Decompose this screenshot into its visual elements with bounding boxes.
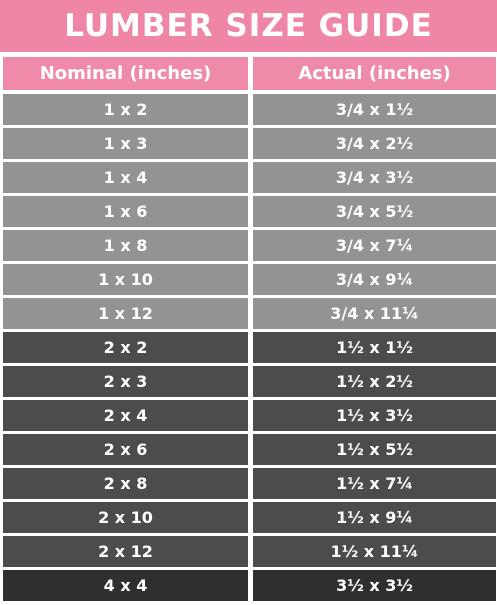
table-cell: 2 x 2 [3, 332, 248, 363]
table-cell: 2 x 10 [3, 502, 248, 533]
table-cell: 1 x 10 [3, 264, 248, 295]
table-cell: 1½ x 3½ [253, 400, 496, 431]
table-cell: 1½ x 9¼ [253, 502, 496, 533]
table-cell: 2 x 8 [3, 468, 248, 499]
table-cell: 3/4 x 1½ [253, 94, 496, 125]
table-cell: 1 x 8 [3, 230, 248, 261]
table-cell: 2 x 6 [3, 434, 248, 465]
table-cell: 3/4 x 9¼ [253, 264, 496, 295]
table-cell: 2 x 4 [3, 400, 248, 431]
table-cell: 3/4 x 3½ [253, 162, 496, 193]
table-cell: 2 x 3 [3, 366, 248, 397]
table-cell: 3/4 x 11¼ [253, 298, 496, 329]
table-cell: 1½ x 7¼ [253, 468, 496, 499]
table-cell: 1 x 12 [3, 298, 248, 329]
table-cell: 1 x 6 [3, 196, 248, 227]
table-cell: 3½ x 3½ [253, 570, 496, 601]
table-cell: 1 x 4 [3, 162, 248, 193]
table-cell: 4 x 4 [3, 570, 248, 601]
title: LUMBER SIZE GUIDE [0, 0, 497, 52]
table-cell: 1½ x 5½ [253, 434, 496, 465]
table-cell: 3/4 x 5½ [253, 196, 496, 227]
table-cell: 3/4 x 7¼ [253, 230, 496, 261]
table-cell: 1½ x 1½ [253, 332, 496, 363]
table-cell: 3/4 x 2½ [253, 128, 496, 159]
table-cell: 2 x 12 [3, 536, 248, 567]
table-cell: 1½ x 2½ [253, 366, 496, 397]
table-cell: 1 x 3 [3, 128, 248, 159]
column-header: Nominal (inches) [3, 57, 248, 90]
column-header: Actual (inches) [253, 57, 496, 90]
table-cell: 1 x 2 [3, 94, 248, 125]
table-cell: 1½ x 11¼ [253, 536, 496, 567]
